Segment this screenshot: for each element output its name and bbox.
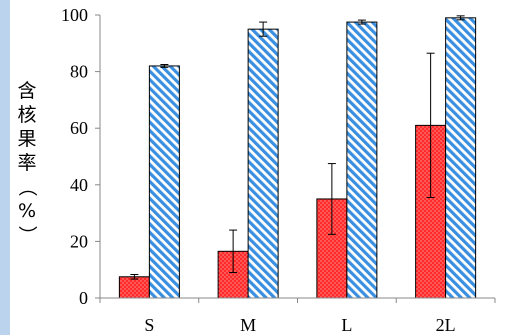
y-axis-title-char: 含 (17, 80, 36, 102)
y-tick-label: 40 (70, 175, 88, 195)
y-axis-title-char: % (18, 200, 36, 222)
x-category-label: 2L (436, 315, 456, 335)
y-tick-label: 0 (79, 288, 88, 308)
x-category-label: S (144, 315, 154, 335)
bar-series-1 (118, 276, 150, 299)
y-tick-label: 60 (70, 118, 88, 138)
bar-series-2 (445, 17, 477, 299)
y-axis-title-char: 核 (17, 104, 36, 126)
bar-series-2 (346, 21, 378, 299)
y-axis-title-char: 果 (17, 128, 36, 150)
bar-series-2 (247, 28, 279, 299)
y-tick-label: 80 (70, 62, 88, 82)
y-tick-label: 100 (61, 5, 88, 25)
x-category-label: M (240, 315, 256, 335)
y-axis-title-char: ） (16, 225, 38, 244)
x-category-label: L (341, 315, 352, 335)
left-edge-strip (0, 0, 10, 335)
y-axis-title-char: 率 (17, 152, 36, 174)
y-axis-title-char: （ (16, 177, 38, 196)
plot-area: 0 20 40 60 80 100 S M L 2L (61, 5, 496, 335)
y-tick-label: 20 (70, 231, 88, 251)
bar-series-2 (148, 65, 180, 299)
